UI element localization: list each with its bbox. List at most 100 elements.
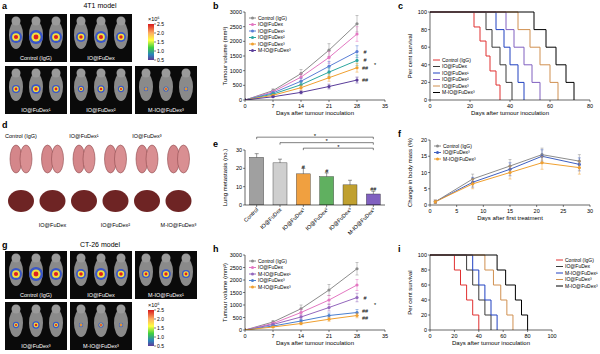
y-tick (428, 188, 430, 189)
x-tick (357, 100, 358, 102)
colorbar-tick-label: 2.5 (157, 307, 164, 313)
y-tick (243, 305, 245, 306)
y-tick (243, 330, 245, 331)
series-line (430, 12, 540, 100)
luminescence (15, 88, 18, 91)
group-label: IO@FuDex¹ (21, 107, 51, 113)
luminescence (144, 87, 148, 91)
x-tick-label: 0 (428, 333, 431, 339)
y-tick-label: 100 (418, 9, 427, 15)
x-tick-label: 0 (243, 333, 246, 339)
luminescence (52, 33, 60, 41)
x-axis-line (245, 100, 385, 101)
error-bar (300, 85, 303, 90)
significance-mark: * (337, 144, 340, 150)
x-tick-label: 10 (480, 208, 486, 214)
colorbar-tick-label: 2.0 (157, 30, 164, 36)
y-tick (428, 205, 430, 206)
y-tick-label: 40 (421, 62, 427, 68)
mouse-head (117, 69, 126, 78)
x-axis-label: Days after tumour inoculation (276, 110, 354, 116)
x-axis-label: Days after tumour inoculation (452, 340, 530, 346)
luminescence (34, 87, 37, 90)
y-tick (243, 267, 245, 268)
marker (271, 325, 274, 328)
y-tick (243, 26, 245, 27)
x-tick-label: 7 (271, 103, 274, 109)
liver (71, 190, 97, 212)
colorbar-tick (154, 337, 156, 338)
x-tick-label: 80 (587, 103, 593, 109)
y-tick-label: 2500 (230, 24, 242, 30)
luminescence (14, 272, 18, 276)
luminescence (184, 87, 188, 91)
group-label: IO@FuDex³ (132, 133, 162, 139)
mouse-head (32, 17, 41, 26)
panel-letter: h (213, 244, 219, 254)
organ-group: M-IO@FuDex³ (161, 145, 197, 228)
y-axis-label: Lung metastasis (no.) (222, 149, 228, 207)
legend-label: IO@FuDex³ (443, 149, 470, 155)
luminescence (55, 88, 58, 91)
y-tick (243, 85, 245, 86)
legend-marker (251, 43, 254, 46)
x-tick-label: 20 (467, 103, 473, 109)
marker (299, 315, 302, 318)
colorbar-tick (154, 310, 156, 311)
y-tick-label: 80 (421, 267, 427, 273)
group-label: M-IO@FuDex³ (83, 343, 119, 349)
y-tick-label: 1000 (230, 68, 242, 74)
error-bar (356, 77, 359, 83)
significance-mark: # (363, 57, 367, 63)
legend-label: M-IO@FuDex³ (258, 284, 291, 290)
liver (134, 190, 160, 212)
luminescence (99, 272, 103, 276)
mouse-group: M-IO@FuDex³ (70, 302, 132, 350)
x-tick-label: 14 (298, 333, 304, 339)
luminescence (31, 32, 40, 41)
colorbar-tick (154, 328, 156, 329)
y-tick-label: 1500 (230, 290, 242, 296)
luminescence (52, 85, 60, 93)
x-tick-label: 21 (326, 333, 332, 339)
y-tick (243, 292, 245, 293)
legend-swatch (556, 286, 563, 287)
luminescence (78, 34, 85, 41)
error-bar (328, 304, 331, 311)
x-tick (357, 330, 358, 332)
luminescence (120, 88, 122, 90)
marker (540, 161, 543, 164)
mouse-head (97, 17, 106, 26)
y-tick-label: 0 (239, 202, 242, 208)
plot-area (250, 154, 381, 205)
y-axis-label: Per cent survival (407, 34, 413, 78)
marker (299, 91, 302, 94)
significance-mark: # (325, 168, 329, 174)
luminescence (15, 324, 17, 326)
y-tick (428, 172, 430, 173)
error-bar (356, 27, 359, 42)
error-bar (356, 293, 359, 302)
colorbar-tick-label: 0.5 (157, 57, 164, 63)
luminescence (118, 34, 125, 41)
series-line (245, 68, 357, 100)
luminescence (120, 324, 122, 326)
image-background (70, 66, 132, 114)
x-tick-label: 25 (560, 208, 566, 214)
colorbar (148, 310, 154, 346)
image-panel-d: dControl (IgG)IO@FuDexIO@FuDex¹IO@FuDex²… (2, 120, 197, 228)
x-tick (552, 330, 553, 332)
y-tick-label: 20 (236, 165, 242, 171)
mouse-head (117, 305, 126, 314)
luminescence (185, 273, 188, 276)
luminescence (79, 323, 83, 327)
x-tick-label: Control (243, 206, 260, 223)
marker (299, 322, 302, 325)
x-tick-label: IO@FuDex¹ (281, 206, 306, 231)
mouse-head (12, 305, 21, 314)
y-tick-label: 10 (421, 170, 427, 176)
plot-area (245, 263, 359, 331)
luminescence (97, 85, 104, 92)
legend-label: IO@FuDex³ (258, 41, 285, 47)
y-tick (243, 255, 245, 256)
